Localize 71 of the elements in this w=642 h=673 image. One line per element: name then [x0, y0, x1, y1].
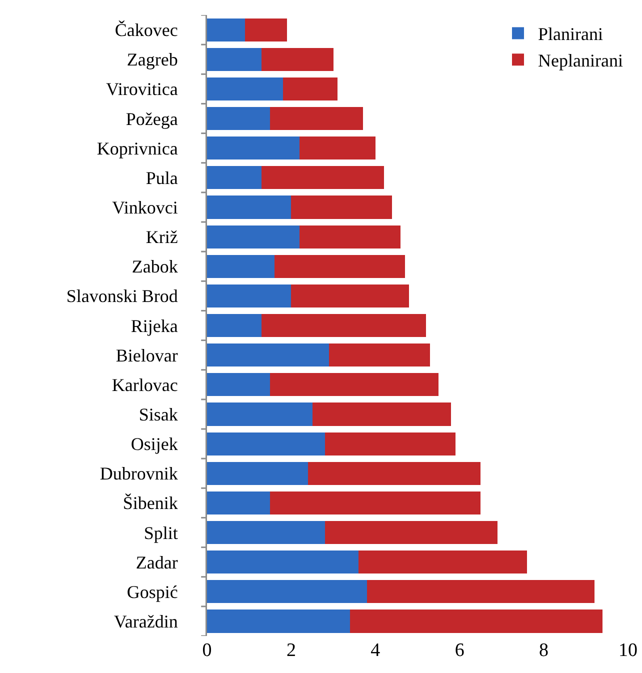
bar [291, 284, 410, 308]
bar [350, 610, 603, 633]
bar [207, 225, 300, 248]
y-tick-label: Sisak [138, 404, 178, 425]
bar [207, 402, 312, 426]
x-tick-label: 8 [539, 640, 549, 661]
bar [312, 402, 452, 426]
bar [207, 344, 330, 367]
y-tick-label: Koprivnica [96, 138, 178, 158]
x-tick-label: 4 [370, 640, 381, 661]
x-tick-label: 2 [286, 640, 296, 661]
y-tick-label: Požega [126, 108, 178, 129]
legend-label: Neplanirani [538, 50, 623, 71]
y-tick-label: Križ [146, 227, 178, 248]
bar [262, 48, 334, 71]
y-tick-label: Zabok [132, 256, 178, 277]
y-tick-label: Pula [146, 168, 178, 188]
bar [262, 166, 384, 190]
y-tick-label: Varaždin [114, 612, 178, 632]
y-tick-label: Karlovac [112, 374, 178, 395]
y-tick-label: Split [144, 522, 178, 543]
bar [207, 196, 292, 219]
bar [244, 18, 287, 42]
bar [207, 432, 325, 456]
x-tick-label: 10 [618, 640, 638, 661]
bar [366, 580, 594, 604]
bar [274, 254, 405, 278]
y-tick-label: Dubrovnik [100, 464, 178, 484]
bar [262, 314, 426, 338]
bar [207, 77, 283, 100]
bar [207, 314, 262, 338]
y-tick-label: Vinkovci [112, 198, 178, 218]
bar [300, 225, 401, 248]
bar [207, 18, 245, 42]
bar [291, 196, 392, 219]
bar [324, 520, 498, 544]
bar [207, 284, 292, 308]
y-tick-label: Osijek [130, 434, 178, 454]
bar [207, 520, 325, 544]
bar [207, 610, 350, 633]
bar [207, 580, 367, 604]
bar [308, 462, 481, 485]
y-tick-label: Čakovec [114, 20, 178, 40]
bar [358, 550, 527, 574]
bar [207, 48, 262, 71]
bar [270, 106, 363, 130]
y-tick-label: Zadar [136, 552, 178, 572]
bar [207, 254, 274, 278]
bar [300, 136, 376, 160]
y-tick-label: Zagreb [126, 50, 178, 70]
bar [207, 166, 262, 190]
x-tick-label: 0 [202, 640, 212, 661]
y-tick-label: Rijeka [130, 316, 178, 336]
bar [207, 136, 300, 160]
y-tick-label: Bielovar [116, 345, 178, 366]
bar [207, 462, 308, 485]
y-tick-label: Gospić [126, 582, 178, 602]
y-tick-label: Slavonski Brod [66, 286, 178, 306]
bar [207, 106, 270, 130]
y-tick-label: Virovitica [106, 79, 178, 100]
y-tick-label: Šibenik [122, 493, 178, 514]
bar [207, 550, 359, 574]
bar [270, 373, 439, 396]
x-tick-label: 6 [454, 640, 464, 661]
bar [207, 491, 270, 514]
bar [324, 432, 456, 456]
legend-label: Planirani [538, 24, 603, 44]
bar [270, 491, 481, 514]
bar [329, 344, 430, 367]
bar [207, 373, 270, 396]
bar [282, 77, 338, 100]
